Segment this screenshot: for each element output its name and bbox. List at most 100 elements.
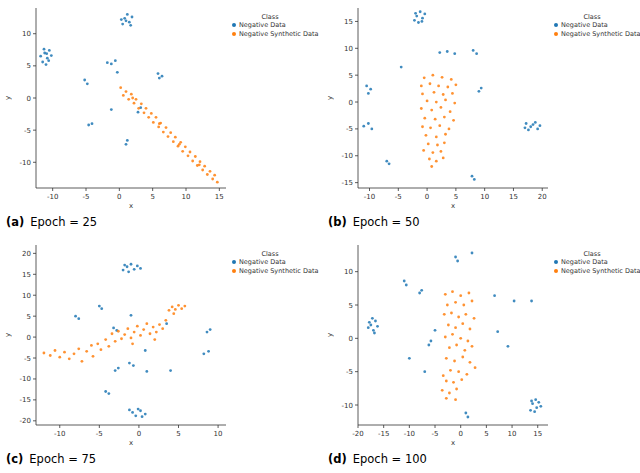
legend: ClassNegative DataNegative Synthetic Dat…	[554, 250, 640, 275]
point	[459, 337, 462, 340]
point	[532, 123, 535, 126]
point	[107, 345, 110, 348]
y-tick	[355, 128, 358, 129]
point	[112, 326, 115, 329]
point	[143, 111, 146, 114]
y-tick	[355, 182, 358, 183]
point	[459, 294, 462, 297]
point	[139, 267, 142, 270]
point	[388, 162, 391, 165]
y-tick-label: 15	[344, 18, 353, 26]
point	[134, 414, 137, 417]
y-axis-line	[358, 8, 359, 188]
point	[471, 175, 474, 178]
point	[480, 87, 483, 90]
point	[440, 150, 443, 153]
point	[169, 369, 172, 372]
point	[365, 85, 368, 88]
point	[437, 85, 440, 88]
point	[464, 412, 467, 415]
point	[371, 317, 374, 320]
point	[165, 126, 168, 129]
y-tick-label: -15	[342, 179, 353, 187]
point	[471, 252, 474, 255]
point	[181, 150, 184, 153]
point	[145, 107, 148, 110]
point	[373, 332, 376, 335]
point	[120, 18, 123, 21]
point	[428, 158, 431, 161]
point	[442, 93, 445, 96]
caption-title: Epoch = 100	[353, 452, 427, 466]
marks	[362, 10, 541, 180]
point	[408, 357, 411, 360]
point	[451, 92, 454, 95]
point	[440, 106, 443, 109]
caption-label: (d)	[328, 452, 347, 466]
point	[496, 330, 499, 333]
point	[139, 334, 142, 337]
caption: (d) Epoch = 100	[328, 452, 427, 466]
point	[420, 85, 423, 88]
point	[81, 360, 84, 363]
point	[110, 63, 113, 66]
point	[421, 125, 424, 128]
point	[430, 109, 433, 112]
y-tick	[33, 420, 36, 421]
y-tick-label: 0	[27, 334, 31, 342]
point	[116, 71, 119, 74]
point	[454, 83, 457, 86]
point	[128, 362, 131, 365]
point	[183, 305, 186, 308]
point	[420, 107, 423, 110]
point	[90, 344, 93, 347]
point	[435, 101, 438, 104]
point	[465, 373, 468, 376]
point	[174, 136, 177, 139]
x-tick	[512, 425, 513, 428]
y-tick-label: -5	[24, 127, 31, 135]
x-axis-label: x	[129, 202, 133, 210]
x-tick	[52, 188, 53, 191]
x-tick	[542, 188, 543, 191]
legend-swatch	[554, 23, 558, 27]
y-tick	[33, 337, 36, 338]
point	[454, 326, 457, 329]
point	[150, 112, 153, 115]
point	[493, 294, 496, 297]
x-tick	[455, 188, 456, 191]
point	[168, 309, 171, 312]
point	[469, 328, 472, 331]
point	[536, 127, 539, 130]
x-tick	[369, 188, 370, 191]
caption-label: (a)	[6, 215, 24, 229]
x-tick	[409, 425, 410, 428]
point	[370, 127, 373, 130]
point	[142, 328, 145, 331]
point	[531, 402, 534, 405]
point	[213, 174, 216, 177]
point	[145, 322, 148, 325]
x-tick	[99, 425, 100, 428]
point	[155, 116, 158, 119]
x-tick-label: -5	[395, 193, 402, 201]
x-tick-label: -10	[364, 193, 375, 201]
point	[74, 315, 77, 318]
point	[114, 59, 117, 62]
panel: -10-50510-20-15-10-505101520xyClassNegat…	[4, 245, 319, 466]
y-tick	[33, 378, 36, 379]
point	[421, 20, 424, 23]
point	[421, 17, 424, 20]
point	[100, 307, 103, 310]
point	[46, 57, 49, 60]
point	[513, 300, 516, 303]
point	[452, 381, 455, 384]
point	[158, 122, 161, 125]
point	[111, 332, 114, 335]
point	[423, 13, 426, 16]
y-axis-label: y	[4, 333, 12, 337]
y-tick	[33, 98, 36, 99]
point	[131, 342, 134, 345]
point	[123, 264, 126, 267]
point	[456, 260, 459, 263]
